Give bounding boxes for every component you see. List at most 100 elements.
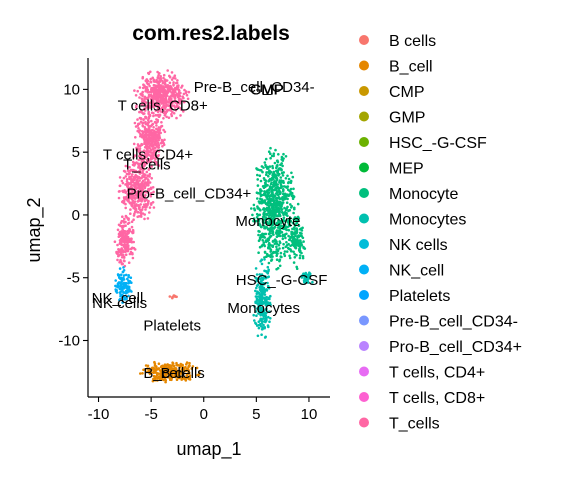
data-point [304,276,308,280]
data-point [267,275,271,279]
data-point [136,162,140,165]
data-point [152,131,155,135]
data-point [269,250,273,253]
data-point [177,376,180,379]
cluster-points [139,360,201,384]
data-point [268,236,271,239]
data-point [263,161,267,164]
data-point [141,136,145,139]
data-point [155,138,158,142]
data-point [131,199,135,202]
data-point [120,262,124,266]
data-point [262,211,266,215]
data-point [129,289,132,292]
legend-marker [359,86,369,96]
data-point [144,155,147,158]
data-point [298,247,302,250]
data-point [167,101,171,104]
data-point [277,207,281,210]
data-point [161,82,165,85]
data-point [150,119,153,123]
data-point [116,284,120,288]
legend-marker [359,162,369,173]
data-point [149,77,152,81]
data-point [136,118,139,121]
data-point [298,254,302,257]
data-point [146,104,149,108]
data-point [138,86,142,89]
data-point [147,82,150,86]
chart-title: com.res2.labels [132,22,290,45]
data-point [260,198,264,201]
data-point [279,255,283,258]
data-point [268,222,272,225]
data-point [268,179,271,182]
legend-item: Monocytes [359,212,466,229]
data-point [122,291,125,294]
data-point [124,224,127,227]
data-point [293,232,296,236]
cluster-label: CMP [250,81,283,98]
data-point [146,149,149,152]
data-point [183,88,186,92]
data-point [286,197,289,201]
data-point [167,116,171,119]
data-point [177,91,181,95]
data-point [262,208,265,211]
data-point [156,141,160,145]
points-layer [113,69,314,384]
data-point [287,181,290,184]
data-point [128,252,132,256]
data-point [152,101,155,104]
data-point [279,191,282,194]
data-point [196,373,199,377]
data-point [116,258,119,262]
data-point [262,186,266,189]
data-point [142,368,145,372]
data-point [154,156,157,160]
data-point [162,143,166,147]
data-point [129,250,133,254]
legend-label: B cells [389,33,436,50]
data-point [147,119,150,122]
data-point [289,216,292,220]
legend-label: Monocytes [389,212,466,229]
data-point [132,240,135,244]
legend-item: T_cells [359,416,440,433]
data-point [260,279,263,282]
data-point [158,134,161,138]
data-point [292,261,296,264]
data-point [296,235,299,239]
data-point [151,104,154,108]
data-point [275,258,279,262]
data-point [289,203,292,206]
data-point [168,366,172,369]
data-point [257,251,260,254]
data-point [258,201,262,205]
data-point [288,238,292,242]
data-point [266,265,270,269]
data-point [134,190,137,193]
data-point [191,365,195,368]
data-point [263,226,266,230]
legend-item: T cells, CD8+ [359,390,485,407]
data-point [134,94,138,97]
data-point [274,182,278,185]
data-point [160,87,163,91]
data-point [175,116,178,120]
data-point [163,138,166,142]
data-point [128,280,132,284]
data-point [164,83,167,86]
data-point [147,137,151,140]
data-point [150,156,153,160]
data-point [264,299,268,303]
data-point [128,175,131,179]
data-point [145,162,149,165]
data-point [255,167,258,170]
data-point [163,363,167,367]
data-point [272,183,275,187]
data-point [260,297,263,300]
data-point [261,327,264,331]
data-point [288,256,292,260]
